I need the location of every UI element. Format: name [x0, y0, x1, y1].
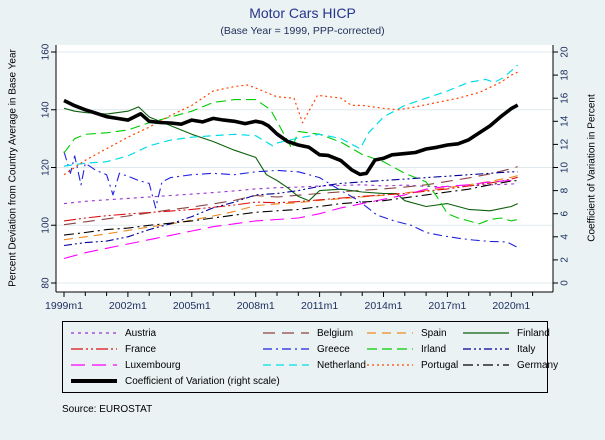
- source-note: Source: EUROSTAT: [62, 404, 153, 415]
- left-axis-tick-label: 100: [41, 216, 52, 233]
- x-axis-tick-label: 2014m1: [365, 300, 403, 312]
- series-line-spain: [63, 175, 518, 241]
- legend-item-italy: Italy: [463, 341, 558, 357]
- series-line-netherland: [63, 64, 519, 167]
- legend-label: Germany: [517, 359, 559, 371]
- right-axis-tick-label: 18: [560, 69, 571, 81]
- legend-item-luxembourg: Luxembourg: [71, 357, 263, 373]
- legend-label: Irland: [421, 343, 447, 355]
- series-line-france: [63, 176, 518, 222]
- right-axis-tick-label: 12: [560, 138, 571, 150]
- x-axis-tick-label: 2008m1: [237, 300, 275, 312]
- legend: Austria Belgium Spain Finland France Greece Ir…: [62, 321, 558, 393]
- left-axis-tick-label: 160: [41, 43, 52, 60]
- legend-item-france: France: [71, 341, 263, 357]
- series-line-germany: [63, 179, 518, 236]
- legend-label: Portugal: [421, 359, 459, 371]
- legend-item-coefficient-of-variation-right-scale: Coefficient of Variation (right scale): [71, 373, 558, 389]
- legend-swatch: [71, 326, 117, 340]
- x-axis-tick-label: 2005m1: [173, 300, 211, 312]
- legend-label: Netherland: [317, 359, 366, 371]
- plot-background: [56, 45, 553, 292]
- legend-item-irland: Irland: [367, 341, 463, 357]
- legend-swatch: [463, 342, 509, 356]
- left-axis-tick-label: 120: [41, 159, 52, 176]
- legend-swatch: [263, 342, 309, 356]
- right-axis-tick-label: 2: [560, 257, 571, 263]
- series-line-coefficient-of-variation-right-scale: [63, 98, 519, 177]
- series-line-belgium: [63, 166, 518, 226]
- legend-swatch: [367, 342, 413, 356]
- chart-subtitle: (Base Year = 1999, PPP-corrected): [220, 25, 385, 37]
- series-line-finland: [63, 106, 518, 212]
- x-axis-tick-label: 2002m1: [109, 300, 147, 312]
- legend-swatch: [71, 358, 117, 372]
- x-axis-tick-label: 2017m1: [428, 300, 466, 312]
- series-line-irland: [63, 99, 518, 225]
- legend-item-portugal: Portugal: [367, 357, 463, 373]
- legend-item-spain: Spain: [367, 325, 463, 341]
- legend-swatch: [263, 326, 309, 340]
- legend-swatch: [71, 342, 117, 356]
- right-axis-tick-label: 4: [560, 234, 571, 240]
- right-axis-tick-label: 14: [560, 115, 571, 127]
- legend-item-netherland: Netherland: [263, 357, 367, 373]
- legend-label: Italy: [517, 343, 536, 355]
- x-axis-tick-label: 1999m1: [45, 300, 83, 312]
- legend-swatch: [71, 374, 117, 388]
- right-axis-tick-label: 8: [560, 187, 571, 193]
- left-axis-tick-label: 140: [41, 101, 52, 118]
- series-line-luxembourg: [63, 179, 518, 260]
- legend-label: Coefficient of Variation (right scale): [125, 375, 280, 387]
- legend-label: Austria: [125, 327, 157, 339]
- x-axis-tick-label: 2011m1: [301, 300, 338, 312]
- left-axis-tick-label: 80: [41, 277, 52, 289]
- right-axis-tick-label: 16: [560, 92, 571, 104]
- legend-label: Luxembourg: [125, 359, 181, 371]
- legend-item-belgium: Belgium: [263, 325, 367, 341]
- right-axis-tick-label: 20: [560, 46, 571, 58]
- right-axis-tick-label: 6: [560, 210, 571, 216]
- series-line-austria: [63, 183, 518, 205]
- legend-item-finland: Finland: [463, 325, 558, 341]
- legend-label: Spain: [421, 327, 447, 339]
- legend-label: Greece: [317, 343, 350, 355]
- legend-label: France: [125, 343, 157, 355]
- legend-swatch: [367, 358, 413, 372]
- right-axis-tick-label: 0: [560, 280, 571, 286]
- series-line-greece: [63, 151, 518, 248]
- legend-swatch: [463, 358, 509, 372]
- x-axis-tick-label: 2020m1: [492, 300, 530, 312]
- legend-item-austria: Austria: [71, 325, 263, 341]
- right-axis-tick-label: 10: [560, 162, 571, 174]
- series-line-portugal: [63, 71, 518, 176]
- legend-item-greece: Greece: [263, 341, 367, 357]
- legend-label: Finland: [517, 327, 550, 339]
- legend-label: Belgium: [317, 327, 354, 339]
- legend-swatch: [367, 326, 413, 340]
- legend-swatch: [263, 358, 309, 372]
- chart-title: Motor Cars HICP: [249, 5, 356, 21]
- legend-swatch: [463, 326, 509, 340]
- legend-item-germany: Germany: [463, 357, 558, 373]
- series-line-italy: [63, 171, 518, 247]
